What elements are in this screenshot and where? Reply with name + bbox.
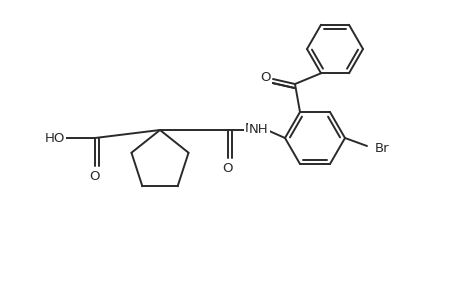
Text: N: N	[245, 122, 254, 134]
Text: O: O	[260, 70, 271, 83]
Text: NH: NH	[249, 122, 268, 136]
Text: HO: HO	[45, 131, 65, 145]
Text: O: O	[222, 161, 233, 175]
Text: H: H	[257, 124, 266, 136]
Text: Br: Br	[374, 142, 389, 154]
Text: O: O	[90, 169, 100, 182]
